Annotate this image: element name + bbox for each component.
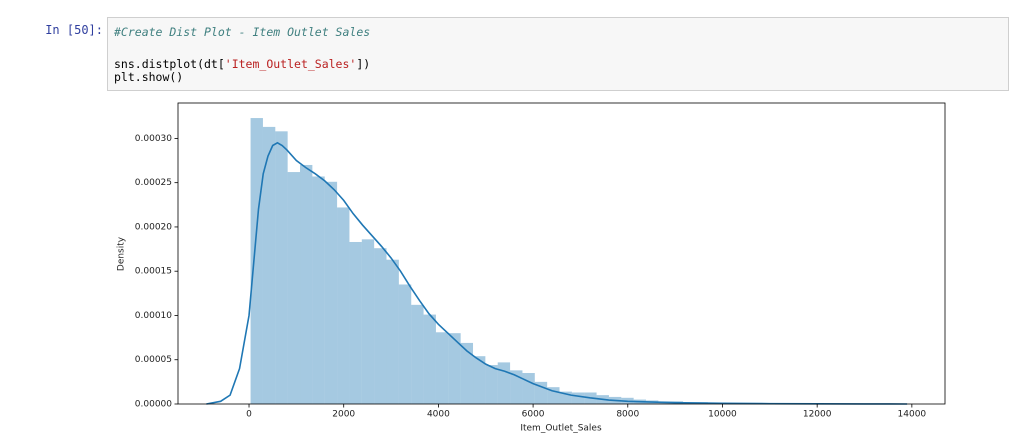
histogram-bar xyxy=(423,314,436,404)
x-tick-label: 0 xyxy=(246,410,252,420)
histogram-bar xyxy=(250,118,263,405)
y-tick-label: 0.00030 xyxy=(135,134,172,144)
histogram-bar xyxy=(571,392,585,404)
y-axis-label: Density xyxy=(117,236,127,271)
histogram-bar xyxy=(398,284,412,404)
x-tick-label: 8000 xyxy=(616,410,639,420)
code-token: 'Item_Outlet_Sales' xyxy=(224,57,357,71)
y-tick-label: 0.00020 xyxy=(135,222,172,232)
x-tick-label: 4000 xyxy=(427,410,450,420)
histogram-bar xyxy=(337,207,350,404)
y-tick-label: 0.00025 xyxy=(135,178,172,188)
code-token: sns.distplot(dt[ xyxy=(114,57,225,71)
x-tick-label: 12000 xyxy=(803,410,832,420)
histogram-bar xyxy=(262,126,276,404)
x-axis-label: Item_Outlet_Sales xyxy=(520,424,602,434)
code-token: ]) xyxy=(356,57,371,71)
y-tick-label: 0.00000 xyxy=(135,400,172,410)
code-line: sns.distplot(dt['Item_Outlet_Sales']) xyxy=(114,57,370,71)
histogram-bar xyxy=(448,333,461,404)
y-tick-label: 0.00015 xyxy=(135,267,172,277)
y-tick-label: 0.00010 xyxy=(135,311,172,321)
histogram-bar xyxy=(485,365,498,404)
code-line: plt.show() xyxy=(114,70,183,84)
histogram-bar xyxy=(300,164,313,404)
cell-prompt: In [50]: xyxy=(45,23,103,37)
kde-line xyxy=(206,141,908,405)
code-token: #Create Dist Plot - Item Outlet Sales xyxy=(114,25,371,39)
histogram-bar xyxy=(275,131,288,404)
code-line: #Create Dist Plot - Item Outlet Sales xyxy=(114,25,370,39)
x-tick-label: 14000 xyxy=(898,410,927,420)
histogram-bar xyxy=(460,342,474,404)
code-token: plt.show() xyxy=(114,70,184,84)
code-cell[interactable]: #Create Dist Plot - Item Outlet Sales sns… xyxy=(107,17,1009,91)
histogram-bar xyxy=(411,304,424,404)
histogram-bar xyxy=(361,239,375,404)
histogram-bar xyxy=(312,176,325,404)
x-tick-label: 2000 xyxy=(332,410,355,420)
histogram-bar xyxy=(287,172,301,404)
histogram-bar xyxy=(435,332,449,404)
histogram-bar xyxy=(386,259,399,404)
histogram-bar xyxy=(497,362,511,404)
histogram-bar xyxy=(324,181,338,404)
histogram-bar xyxy=(522,373,535,404)
axes-frame xyxy=(177,102,946,405)
x-tick-label: 6000 xyxy=(522,410,545,420)
histogram-bar xyxy=(510,370,523,404)
histogram-bar xyxy=(349,241,362,404)
y-tick-label: 0.00005 xyxy=(135,355,172,365)
histogram-bar xyxy=(473,356,486,404)
x-tick-label: 10000 xyxy=(708,410,737,420)
histogram-bar xyxy=(374,248,387,404)
